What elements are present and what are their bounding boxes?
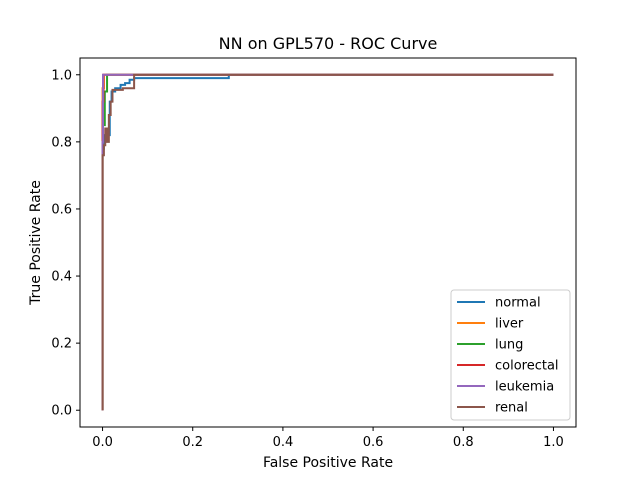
- legend-label: renal: [495, 401, 528, 416]
- legend-label: colorectal: [495, 359, 559, 374]
- y-tick-label: 0.6: [51, 202, 72, 217]
- x-tick-label: 0.4: [273, 435, 294, 450]
- x-tick-label: 1.0: [543, 435, 564, 450]
- y-tick-label: 0.2: [51, 337, 72, 352]
- series-line-renal: [101, 73, 554, 411]
- y-tick-label: 0.4: [51, 270, 72, 285]
- x-axis-ticks: 0.0 0.2 0.4 0.6 0.8 1.0: [92, 427, 564, 450]
- y-axis-label: True Positive Rate: [28, 180, 44, 306]
- series-layer: [101, 73, 554, 411]
- legend-label: liver: [495, 317, 524, 332]
- legend-label: normal: [495, 296, 541, 311]
- y-tick-label: 0.0: [51, 404, 72, 419]
- plot-frame: [79, 57, 577, 428]
- legend-label: leukemia: [495, 380, 554, 395]
- legend: normal liver lung colorectal leukemia renal: [450, 289, 571, 421]
- x-tick-label: 0.0: [92, 435, 113, 450]
- y-axis-ticks: 0.0 0.2 0.4 0.6 0.8 1.0: [51, 68, 80, 419]
- chart-title: NN on GPL570 - ROC Curve: [219, 34, 438, 53]
- x-tick-label: 0.8: [453, 435, 474, 450]
- x-tick-label: 0.2: [182, 435, 203, 450]
- y-tick-label: 0.8: [51, 135, 72, 150]
- x-axis-label: False Positive Rate: [263, 455, 393, 471]
- legend-label: lung: [495, 338, 523, 353]
- x-tick-label: 0.6: [363, 435, 384, 450]
- y-tick-label: 1.0: [51, 68, 72, 83]
